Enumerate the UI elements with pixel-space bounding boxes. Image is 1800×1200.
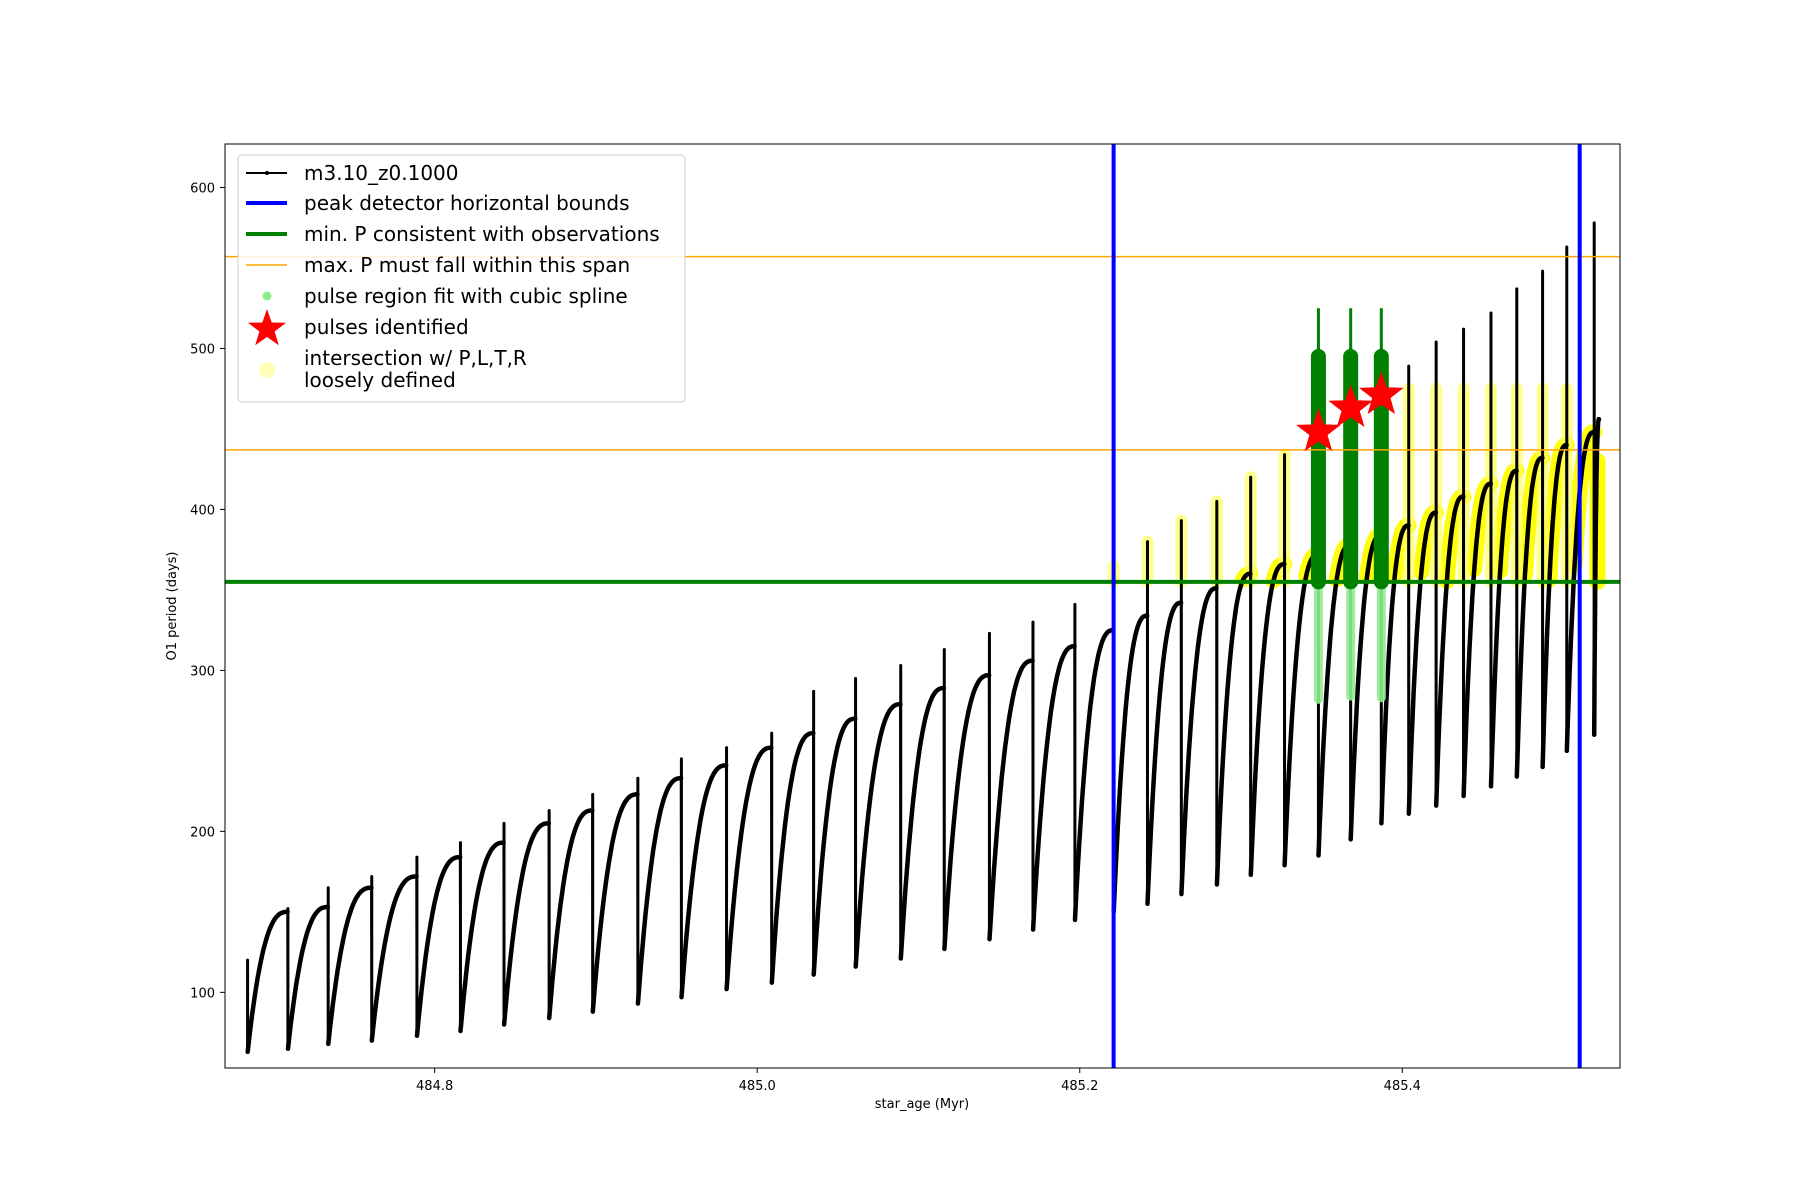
track-segment [1379,523,1411,826]
x-axis-label: star_age (Myr) [875,1097,969,1112]
track-segment [635,775,684,1006]
legend-swatch-marker [265,171,269,175]
track-segment [1540,442,1569,770]
track-segment [285,904,331,1051]
y-tick-label: 400 [190,503,215,518]
y-tick-label: 200 [190,825,215,840]
y-tick-label: 100 [190,986,215,1001]
y-axis-label: O1 period (days) [165,551,180,660]
pulse-identified-star [1328,384,1374,428]
plot-area [225,144,1620,1068]
legend-box [237,154,686,403]
track-segment [458,840,506,1034]
track-segment [1214,571,1253,887]
track-segment [1282,552,1321,868]
track-segment [1461,481,1494,799]
legend-label: max. P must fall within this span [304,253,630,277]
track-segment [326,885,374,1047]
track-segment [1030,643,1077,932]
y-axis: 100 200 300 400 500 600 [190,181,225,1001]
track-segment [245,909,290,1055]
pulse-identified-star [1358,371,1404,415]
track-segment [769,730,816,985]
track-segment [1316,542,1353,858]
legend-label: m3.10_z0.1000 [304,161,459,185]
track-segment [369,874,419,1043]
track-segment [1111,613,1150,915]
legend-label: min. P consistent with observations [304,222,660,246]
track-segment [1433,494,1466,808]
legend-label-line2: loosely defined [304,368,456,392]
track-segment [1072,627,1116,923]
axes-frame [224,143,1621,1069]
x-tick-label: 485.0 [739,1079,776,1094]
track-segment [987,658,1035,942]
x-axis: 484.8 485.0 485.2 485.4 [416,1068,1421,1094]
track-segment [414,854,463,1039]
y-tick-label: 500 [190,342,215,357]
track-segment [853,701,903,969]
x-tick-label: 484.8 [416,1079,453,1094]
legend-label: intersection w/ P,L,T,R [304,346,527,370]
y-tick-label: 300 [190,664,215,679]
y-tick-label: 600 [190,181,215,196]
track-segment [811,716,858,977]
track-segment [1406,510,1439,816]
track-segment [1145,600,1184,907]
track-segment [898,685,947,961]
track-segment [590,792,640,1014]
track-segment [679,763,729,1000]
legend-swatch-circle [259,362,275,378]
track-segment [1514,455,1545,779]
track-segment [501,821,552,1027]
track-segment [724,745,774,992]
x-tick-label: 485.2 [1061,1079,1098,1094]
legend-label: peak detector horizontal bounds [304,191,630,215]
track-segment [1248,561,1287,878]
track-segment [1179,586,1219,897]
legend-swatch-star [248,309,286,346]
legend-label: pulse region fit with cubic spline [304,284,628,308]
legend-swatch-dot [262,291,272,301]
plot-content [225,144,1620,1068]
track-segment [546,808,595,1021]
track-segment [942,672,992,952]
x-tick-label: 485.4 [1384,1079,1421,1094]
legend-label: pulses identified [304,315,469,339]
track-segment [1488,468,1519,789]
pulse-identified-star [1296,408,1341,452]
